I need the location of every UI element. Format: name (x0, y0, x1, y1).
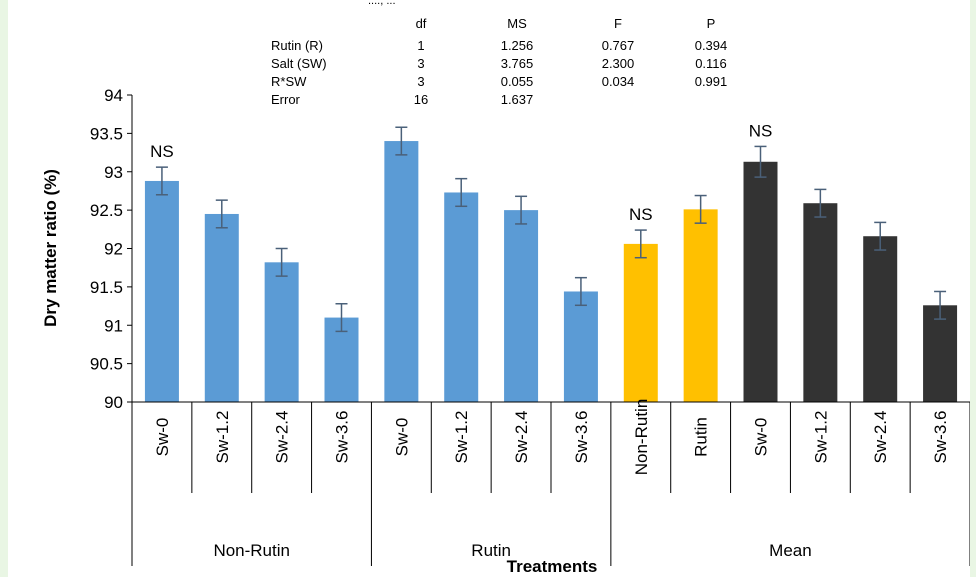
anova-header-p: P (707, 16, 716, 31)
bar (743, 161, 778, 402)
plot-area: 90 90.5 91 91.5 92 92.5 93 93.5 94 NS Sw-0 Sw-1.2 Sw… (90, 86, 970, 566)
y-tick-label: 92.5 (90, 201, 123, 220)
y-tick-label: 90.5 (90, 355, 123, 374)
y-tick-label: 91.5 (90, 278, 123, 297)
category-label: Sw-1.2 (811, 411, 830, 464)
significance-label: NS (749, 121, 773, 140)
bar (504, 210, 539, 402)
anova-cell: 1.637 (501, 92, 534, 107)
category-label: Rutin (692, 417, 711, 457)
anova-row-label: Salt (SW) (271, 56, 327, 71)
anova-cell: 1.256 (501, 38, 534, 53)
anova-header-ms: MS (507, 16, 527, 31)
anova-cell: 1 (417, 38, 424, 53)
category-label: Sw-1.2 (452, 411, 471, 464)
y-tick-label: 91 (104, 316, 123, 335)
anova-cell: 16 (414, 92, 428, 107)
bar (204, 213, 239, 402)
y-tick-label: 93 (104, 163, 123, 182)
bar (444, 192, 479, 402)
category-label: Sw-0 (153, 418, 172, 457)
anova-row-label: Error (271, 92, 301, 107)
anova-header-f: F (614, 16, 622, 31)
anova-cell: 3.765 (501, 56, 534, 71)
category-label: Sw-1.2 (213, 411, 232, 464)
group-label: Rutin (471, 541, 511, 560)
bar-chart: ...., ... df MS F P Rutin (R) 1 1.256 0.… (41, 0, 970, 576)
bar (923, 305, 958, 402)
y-axis-title: Dry matter ratio (%) (41, 169, 60, 327)
bar (863, 236, 898, 402)
bar (563, 291, 598, 402)
anova-cell: 0.394 (695, 38, 728, 53)
anova-header-df: df (416, 16, 427, 31)
significance-label: NS (150, 142, 174, 161)
category-label: Sw-2.4 (871, 411, 890, 464)
category-label: Sw-3.6 (931, 411, 950, 464)
group-label: Mean (769, 541, 812, 560)
anova-cell: 0.116 (695, 56, 727, 71)
category-label: Sw-2.4 (273, 411, 292, 464)
anova-cell: 2.300 (602, 56, 635, 71)
top-clipped-text: ...., ... (368, 0, 396, 7)
anova-cell: 0.034 (602, 74, 635, 89)
y-tick-label: 92 (104, 240, 123, 259)
category-label: Sw-2.4 (512, 411, 531, 464)
bar (264, 262, 299, 402)
anova-row-label: R*SW (271, 74, 307, 89)
bar (623, 243, 658, 402)
bar (683, 209, 718, 402)
x-axis-title: Treatments (507, 557, 598, 576)
category-label: Sw-3.6 (333, 411, 352, 464)
bar (803, 203, 838, 402)
category-label: Sw-0 (392, 418, 411, 457)
significance-label: NS (629, 205, 653, 224)
anova-cell: 3 (417, 74, 424, 89)
bar (144, 180, 179, 402)
y-tick-label: 90 (104, 393, 123, 412)
y-tick-label: 93.5 (90, 124, 123, 143)
figure-frame: ...., ... df MS F P Rutin (R) 1 1.256 0.… (8, 0, 970, 577)
anova-cell: 3 (417, 56, 424, 71)
anova-row-label: Rutin (R) (271, 38, 323, 53)
anova-cell: 0.991 (695, 74, 728, 89)
bar (384, 141, 419, 403)
category-label: Sw-0 (752, 418, 771, 457)
anova-cell: 0.767 (602, 38, 635, 53)
group-label: Non-Rutin (213, 541, 290, 560)
y-tick-label: 94 (104, 86, 123, 105)
category-label: Non-Rutin (632, 399, 651, 476)
category-label: Sw-3.6 (572, 411, 591, 464)
anova-table: df MS F P Rutin (R) 1 1.256 0.767 0.394 … (271, 16, 727, 107)
anova-cell: 0.055 (501, 74, 534, 89)
